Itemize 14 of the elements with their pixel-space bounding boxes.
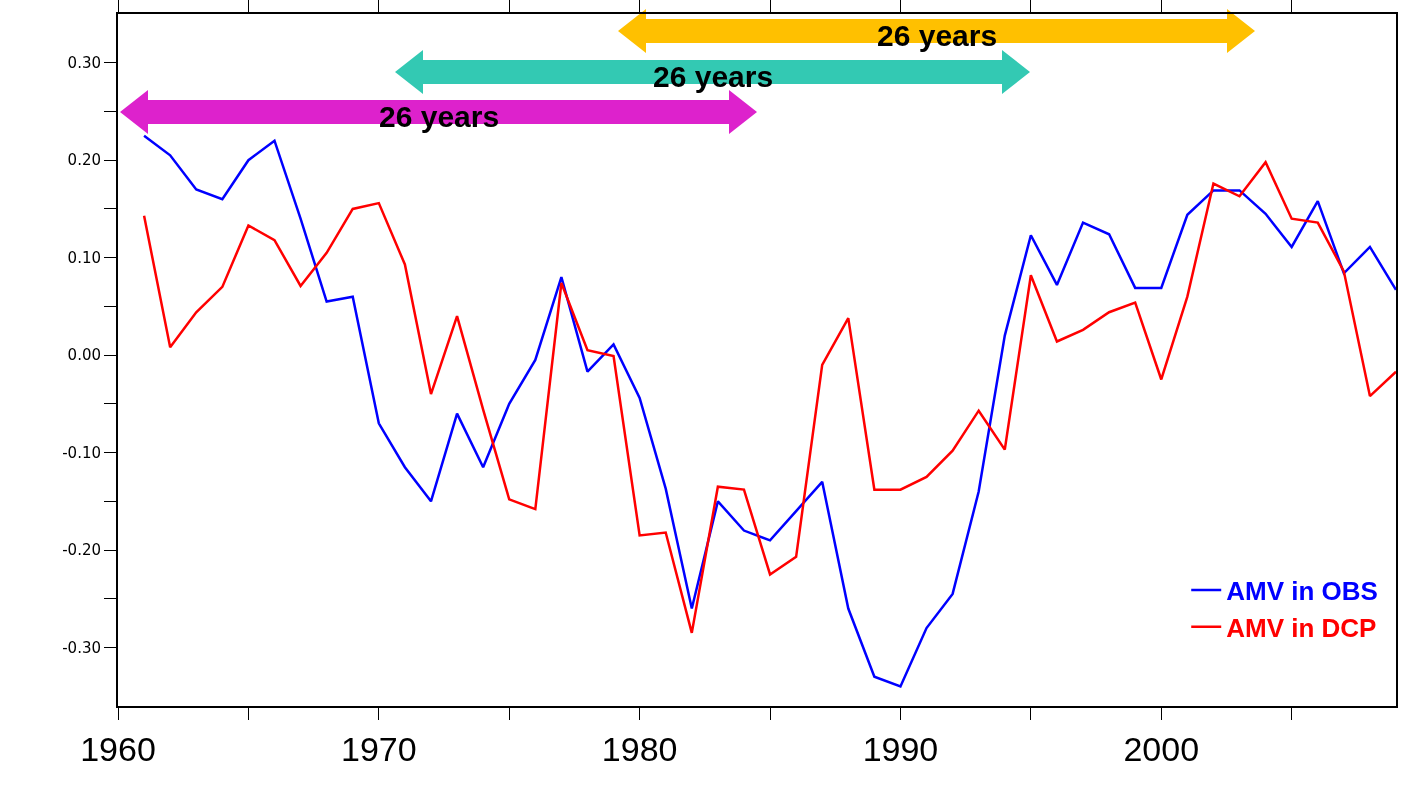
y-tick-label: 0.30 — [67, 53, 101, 72]
y-tick-label: 0.10 — [67, 248, 101, 267]
x-tick-label: 2000 — [1123, 729, 1200, 768]
x-tick-label: 1960 — [80, 729, 156, 768]
x-tick-label: 1970 — [341, 729, 417, 768]
y-tick-label: -0.30 — [62, 638, 101, 657]
x-tick-label: 1990 — [862, 729, 939, 768]
legend-label: AMV in DCP — [1226, 612, 1377, 643]
x-tick-label: 1980 — [601, 729, 678, 768]
legend-label: AMV in OBS — [1226, 576, 1378, 607]
y-tick-label: -0.10 — [62, 443, 101, 462]
y-tick-label: 0.00 — [67, 346, 101, 365]
y-tick-label: -0.20 — [62, 541, 101, 560]
y-tick-label: 0.20 — [67, 151, 101, 170]
